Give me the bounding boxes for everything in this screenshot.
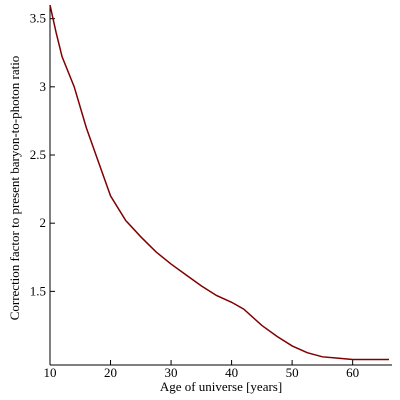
y-tick-label: 3.5 <box>30 11 46 26</box>
y-tick-label: 2.5 <box>30 147 46 162</box>
y-tick-label: 1.5 <box>30 283 46 298</box>
x-tick-label: 60 <box>346 365 359 380</box>
x-tick-label: 30 <box>165 365 178 380</box>
y-tick-label: 2 <box>40 215 47 230</box>
x-tick-label: 40 <box>225 365 238 380</box>
x-tick-label: 50 <box>286 365 299 380</box>
x-axis-label: Age of universe [years] <box>160 379 282 394</box>
x-tick-label: 10 <box>44 365 57 380</box>
data-line <box>49 4 389 361</box>
y-tick-label: 3 <box>40 79 47 94</box>
y-axis-label: Correction factor to present baryon-to-p… <box>7 56 22 321</box>
x-tick-label: 20 <box>104 365 117 380</box>
